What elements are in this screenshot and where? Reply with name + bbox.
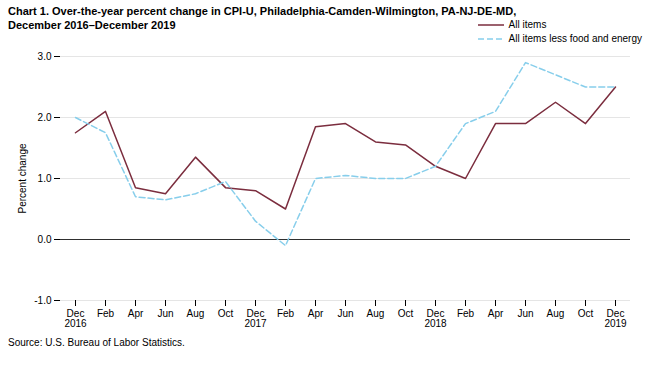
- html-text:All items less food and energy: All items less food and energy: [508, 33, 642, 44]
- svg-text:Feb: Feb: [97, 308, 115, 319]
- html-text:Source: U.S. Bureau of Labor S: Source: U.S. Bureau of Labor Statistics.: [8, 337, 185, 348]
- svg-text:Oct: Oct: [398, 308, 414, 319]
- svg-text:Dec2019: Dec2019: [604, 308, 627, 329]
- svg-text:Oct: Oct: [578, 308, 594, 319]
- svg-text:Percent change: Percent change: [17, 143, 28, 213]
- svg-text:Apr: Apr: [128, 308, 144, 319]
- svg-text:Jun: Jun: [337, 308, 353, 319]
- html-text:December 2016–December 2019: December 2016–December 2019: [8, 19, 176, 31]
- svg-text:1.0: 1.0: [38, 173, 52, 184]
- svg-text:Jun: Jun: [517, 308, 533, 319]
- html-text:Chart 1. Over-the-year percent: Chart 1. Over-the-year percent change in…: [8, 5, 517, 17]
- svg-text:Feb: Feb: [277, 308, 295, 319]
- svg-text:Jun: Jun: [157, 308, 173, 319]
- svg-text:2.0: 2.0: [38, 112, 52, 123]
- svg-text:Apr: Apr: [488, 308, 504, 319]
- svg-text:Dec2017: Dec2017: [244, 308, 267, 329]
- svg-text:Oct: Oct: [218, 308, 234, 319]
- html-text:All items: All items: [508, 19, 547, 30]
- svg-text:Dec2018: Dec2018: [424, 308, 447, 329]
- svg-text:-1.0: -1.0: [34, 295, 52, 306]
- svg-text:Dec2016: Dec2016: [64, 308, 87, 329]
- svg-text:Aug: Aug: [187, 308, 205, 319]
- svg-text:Feb: Feb: [457, 308, 475, 319]
- svg-text:Aug: Aug: [547, 308, 565, 319]
- svg-text:Aug: Aug: [367, 308, 385, 319]
- svg-text:3.0: 3.0: [38, 51, 52, 62]
- svg-text:0.0: 0.0: [38, 234, 52, 245]
- svg-text:Apr: Apr: [308, 308, 324, 319]
